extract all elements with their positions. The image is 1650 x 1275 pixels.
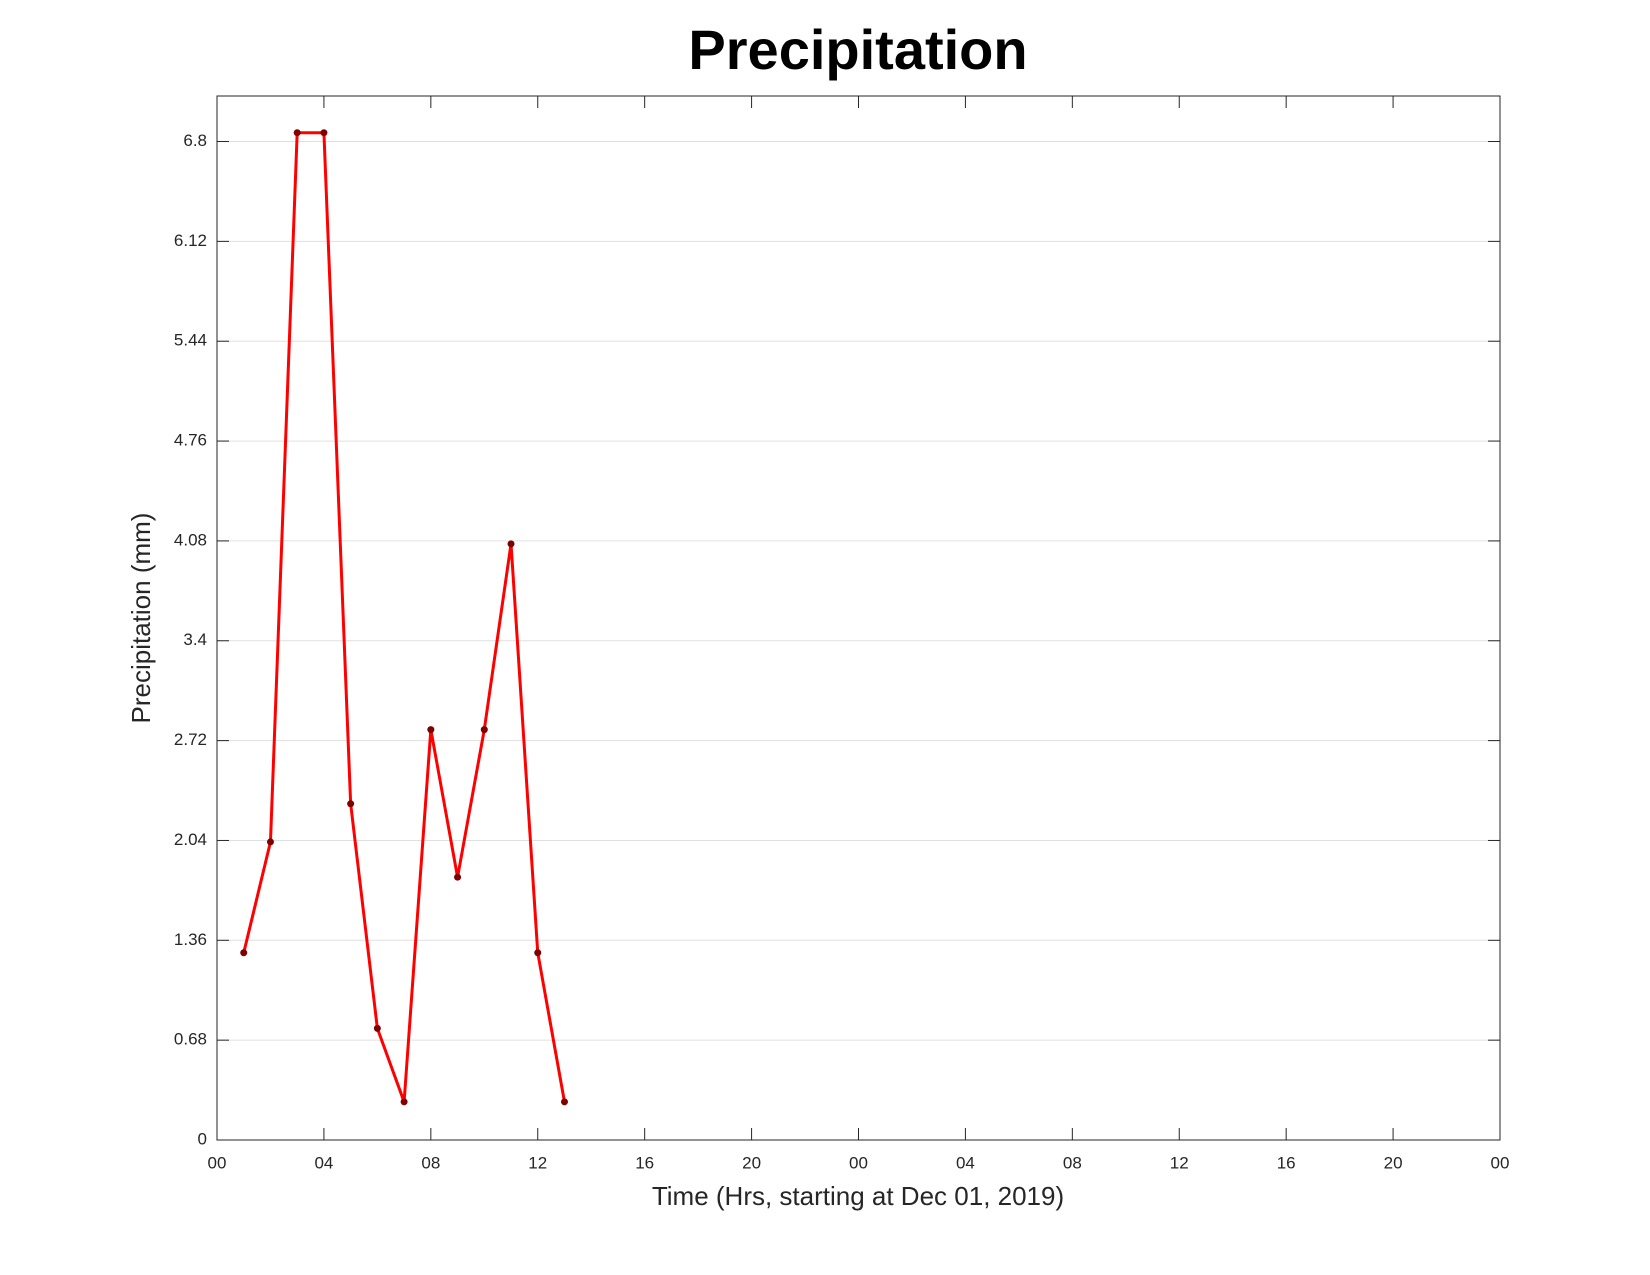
- x-tick-label: 20: [1384, 1153, 1403, 1172]
- x-tick-label: 16: [635, 1153, 654, 1172]
- chart-title: Precipitation: [688, 18, 1027, 81]
- x-tick-label: 00: [208, 1153, 227, 1172]
- y-tick-label: 4.08: [174, 530, 207, 549]
- y-tick-label: 6.12: [174, 231, 207, 250]
- plot-frame: [216, 95, 1501, 1141]
- y-tick-label: 6.8: [183, 131, 207, 150]
- data-point: [480, 726, 488, 734]
- data-point: [560, 1098, 568, 1106]
- data-point: [240, 949, 248, 957]
- x-axis-label: Time (Hrs, starting at Dec 01, 2019): [652, 1181, 1064, 1211]
- x-tick-label: 20: [742, 1153, 761, 1172]
- y-tick-label: 3.4: [183, 630, 207, 649]
- data-point: [320, 129, 328, 137]
- x-tick-label: 04: [956, 1153, 975, 1172]
- x-tick-label: 12: [1170, 1153, 1189, 1172]
- y-tick-label: 1.36: [174, 930, 207, 949]
- x-tick-label: 08: [1063, 1153, 1082, 1172]
- x-tick-label: 12: [528, 1153, 547, 1172]
- data-point: [507, 540, 515, 548]
- y-tick-label: 0.68: [174, 1030, 207, 1049]
- x-tick-label: 00: [1491, 1153, 1510, 1172]
- y-axis-label: Precipitation (mm): [126, 513, 156, 724]
- x-tick-label: 04: [314, 1153, 333, 1172]
- data-point: [347, 800, 355, 808]
- data-point: [373, 1024, 381, 1032]
- y-tick-label: 2.04: [174, 830, 207, 849]
- y-tick-label: 4.76: [174, 431, 207, 450]
- y-tick-label: 2.72: [174, 730, 207, 749]
- y-tick-label: 0: [198, 1129, 207, 1148]
- data-point: [534, 949, 542, 957]
- y-tick-label: 5.44: [174, 331, 207, 350]
- data-point: [293, 129, 301, 137]
- data-point: [266, 838, 274, 846]
- data-point: [400, 1098, 408, 1106]
- x-tick-label: 00: [849, 1153, 868, 1172]
- x-tick-label: 08: [421, 1153, 440, 1172]
- x-tick-label: 16: [1277, 1153, 1296, 1172]
- data-point: [427, 726, 435, 734]
- data-point: [454, 873, 462, 881]
